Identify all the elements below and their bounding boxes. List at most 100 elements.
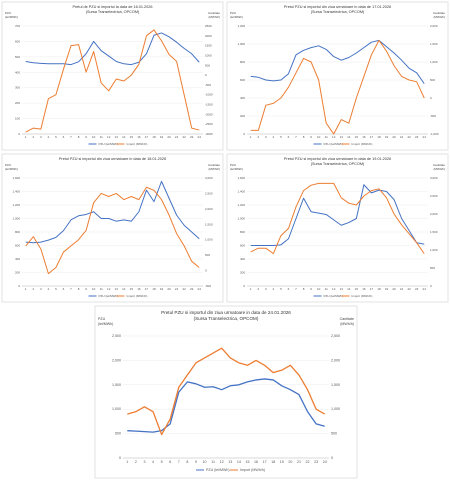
x-tick-label: 16	[362, 135, 366, 139]
chart-title-line: Pretul PZU si importul din ziua urmatoar…	[284, 157, 391, 161]
x-tick-label: 8	[78, 287, 80, 291]
x-tick-label: 2	[32, 135, 34, 139]
x-tick-label: 13	[340, 135, 344, 139]
y-right-tick-label: 500	[205, 63, 210, 67]
y-left-tick-label: 0	[119, 456, 121, 460]
x-tick-label: 8	[78, 135, 80, 139]
x-tick-label: 13	[115, 287, 119, 291]
x-tick-label: 9	[85, 287, 87, 291]
y-left-tick-label: 200	[15, 101, 20, 105]
x-tick-label: 9	[195, 460, 197, 464]
x-tick-label: 18	[271, 460, 275, 464]
chart-frame	[1, 153, 224, 303]
ylabel-left: PZU	[98, 317, 106, 321]
y-left-tick-label: 0	[243, 284, 245, 288]
chart-title-line: Pretul PZU si importul din ziua urmatoar…	[284, 5, 391, 9]
y-right-tick-label: 1,500	[430, 42, 438, 46]
x-tick-label: 14	[122, 135, 126, 139]
y-left-tick-label: 1,600	[237, 176, 245, 180]
ylabel-left: (lei/MWh)	[5, 15, 18, 19]
y-left-tick-label: 1,500	[112, 383, 121, 387]
y-right-tick-label: 2,000	[205, 207, 213, 211]
x-tick-label: 9	[310, 287, 312, 291]
y-left-tick-label: 0	[18, 284, 20, 288]
x-tick-label: 5	[280, 135, 282, 139]
legend-label: PZU (lei/MWh)	[99, 294, 119, 298]
x-tick-label: 14	[122, 287, 126, 291]
x-tick-label: 3	[265, 135, 267, 139]
y-right-tick-label: 2,000	[331, 358, 340, 362]
ylabel-right: (MWh/h)	[434, 15, 446, 19]
y-right-tick-label: 2500	[205, 24, 212, 28]
x-tick-label: 6	[169, 460, 171, 464]
y-left-tick-label: 600	[15, 244, 20, 248]
y-left-tick-label: 1,200	[12, 203, 20, 207]
y-left-tick-label: 800	[240, 230, 245, 234]
y-left-tick-label: 200	[15, 271, 20, 275]
y-left-tick-label: 200	[240, 271, 245, 275]
y-right-tick-label: 3,000	[430, 176, 438, 180]
chart-panel-1: Pretul de PZU si importul la data de 16.…	[1, 1, 224, 151]
x-tick-label: 22	[407, 135, 411, 139]
x-tick-label: 5	[55, 287, 57, 291]
y-right-tick-label: 2,500	[205, 191, 213, 195]
x-tick-label: 17	[370, 287, 374, 291]
ylabel-left: PZU	[5, 163, 11, 167]
x-tick-label: 12	[332, 287, 336, 291]
y-right-tick-label: 1500	[205, 44, 212, 48]
y-left-tick-label: 400	[15, 257, 20, 261]
x-tick-label: 24	[323, 460, 327, 464]
y-right-tick-label: 1000	[205, 53, 212, 57]
x-tick-label: 1	[250, 135, 252, 139]
ylabel-right: Cantitate	[208, 163, 220, 167]
y-right-tick-label: -3000	[205, 132, 213, 136]
y-left-tick-label: 300	[15, 86, 20, 90]
chart-title-line: (Sursa Transelectrica, OPCOM)	[311, 10, 365, 14]
x-tick-label: 17	[145, 287, 149, 291]
x-tick-label: 7	[70, 287, 72, 291]
ylabel-right: Cantitate	[433, 163, 445, 167]
chart-title-line: (Sursa Transelectrica, OPCOM)	[86, 10, 140, 14]
legend-label: PZU (lei/MWh)	[99, 142, 119, 146]
y-right-tick-label: 0	[331, 456, 333, 460]
series-line-pzu	[25, 32, 200, 66]
ylabel-right: (MWh/h)	[434, 167, 446, 171]
x-tick-label: 9	[85, 135, 87, 139]
y-left-tick-label: 2,000	[112, 358, 121, 362]
x-tick-label: 21	[297, 460, 301, 464]
x-tick-label: 7	[295, 135, 297, 139]
x-tick-label: 12	[107, 287, 111, 291]
legend-label: PZU (lei/MWh)	[324, 294, 344, 298]
y-left-tick-label: 400	[240, 96, 245, 100]
ylabel-right: (MWh/h)	[340, 322, 354, 326]
x-tick-label: 4	[273, 287, 275, 291]
x-tick-label: 8	[303, 135, 305, 139]
x-tick-label: 15	[130, 287, 134, 291]
x-tick-label: 6	[288, 135, 290, 139]
ylabel-left: PZU	[230, 163, 236, 167]
x-tick-label: 22	[182, 287, 186, 291]
y-left-tick-label: 400	[15, 70, 20, 74]
chart-title-line: Pretul PZU si importul din ziua urmatoar…	[59, 157, 166, 161]
x-tick-label: 2	[257, 135, 259, 139]
x-tick-label: 6	[63, 287, 65, 291]
chart-panel-2: Pretul PZU si importul din ziua urmatoar…	[226, 1, 449, 151]
x-tick-label: 21	[175, 287, 179, 291]
x-tick-label: 19	[385, 135, 389, 139]
x-tick-label: 18	[377, 135, 381, 139]
x-tick-label: 7	[70, 135, 72, 139]
chart-frame	[226, 153, 449, 303]
x-tick-label: 19	[160, 287, 164, 291]
x-tick-label: 2	[32, 287, 34, 291]
ylabel-right: Cantitate	[208, 11, 220, 15]
series-line-pzu	[250, 184, 425, 246]
chart-frame	[94, 305, 358, 479]
ylabel-left: (lei/MWh)	[5, 167, 18, 171]
x-tick-label: 5	[55, 135, 57, 139]
ylabel-right: Cantitate	[433, 11, 445, 15]
y-right-tick-label: -500	[430, 114, 436, 118]
x-tick-label: 10	[317, 287, 321, 291]
x-tick-label: 19	[160, 135, 164, 139]
x-tick-label: 15	[355, 287, 359, 291]
y-right-tick-label: 1,000	[430, 60, 438, 64]
